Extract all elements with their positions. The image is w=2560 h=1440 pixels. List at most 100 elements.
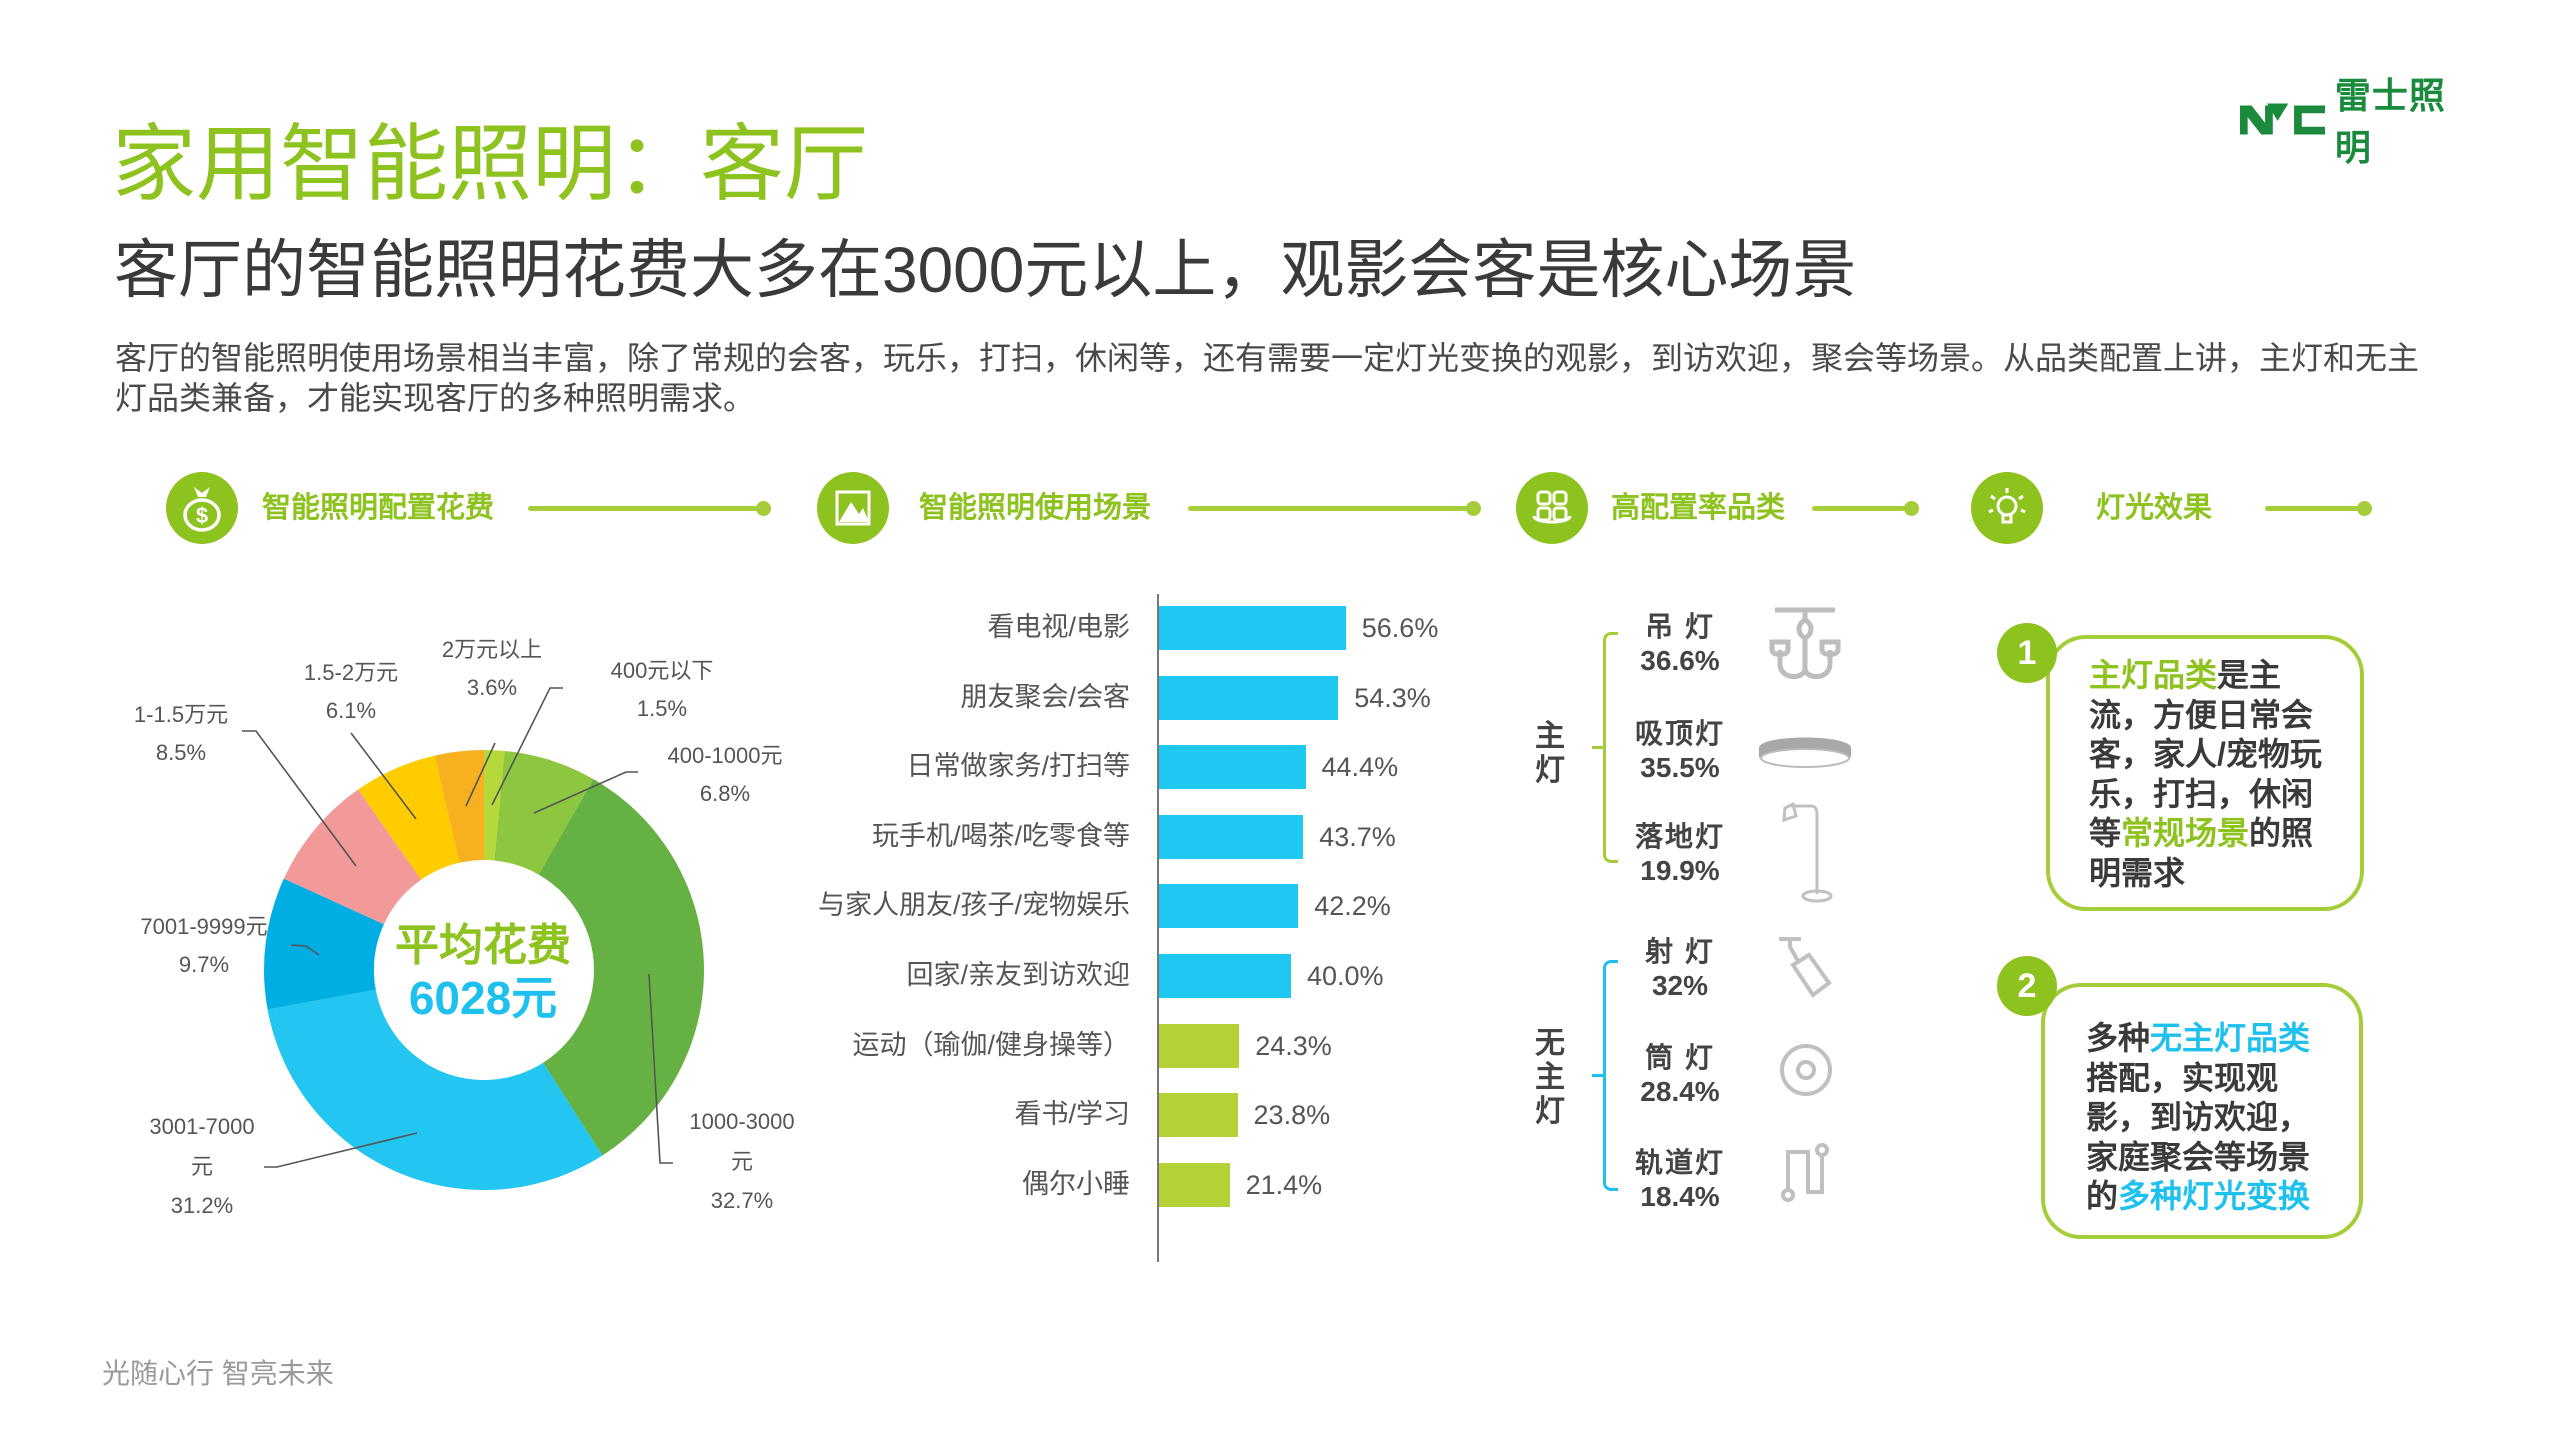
donut-slice xyxy=(283,789,422,925)
effect-text: 搭配，实现观影，到访欢迎，家庭聚会等场景的 xyxy=(2086,1059,2311,1215)
effect-number-badge: 1 xyxy=(1997,623,2057,683)
section-divider-dot xyxy=(1466,501,1481,516)
effect-text-1: 主灯品类是主流，方便日常会客，家人/宠物玩乐，打扫，休闲等常规场景的照明需求 xyxy=(2089,656,2337,893)
category-name: 射 灯 xyxy=(1645,936,1715,967)
logo-text: 雷士照明 xyxy=(2334,75,2446,168)
leader-line xyxy=(242,730,357,867)
highlight-text: 主灯品类 xyxy=(2089,657,2218,693)
bar-category-label: 看电视/电影 xyxy=(987,612,1130,642)
spotlight-icon xyxy=(1779,937,1832,998)
bar-value-label: 21.4% xyxy=(1245,1169,1323,1200)
average-spend-value: 6028元 xyxy=(408,972,558,1024)
slice-label: 2万元以上 xyxy=(441,637,543,662)
bar xyxy=(1159,884,1299,929)
category-name: 吸顶灯 xyxy=(1634,718,1725,749)
footer-slogan: 光随心行 智亮未来 xyxy=(102,1358,334,1389)
section-label-spending: 智能照明配置花费 xyxy=(262,492,495,524)
category-percent: 35.5% xyxy=(1640,752,1720,783)
effect-card-1 xyxy=(2046,635,2364,911)
leader-line xyxy=(350,732,417,820)
effect-card-2 xyxy=(2041,983,2363,1239)
bar-value-label: 23.8% xyxy=(1253,1100,1331,1131)
bar-value-label: 24.3% xyxy=(1255,1030,1332,1061)
slice-label: 1.5-2万元 xyxy=(303,660,399,685)
slice-value: 9.7% xyxy=(178,952,230,977)
slice-label: 1-1.5万元 xyxy=(133,702,229,727)
slice-value: 1.5% xyxy=(636,696,688,721)
group-label-no-main-light: 无主灯 xyxy=(1535,1027,1565,1128)
effect-text: 的照明需求 xyxy=(2089,815,2314,891)
bar-category-label: 玩手机/喝茶/吃零食等 xyxy=(871,820,1130,851)
scene-icon xyxy=(817,472,889,544)
ceiling-light-icon xyxy=(1759,737,1851,768)
category-percent: 32% xyxy=(1651,970,1709,1001)
bar-category-label: 日常做家务/打扫等 xyxy=(906,751,1130,782)
bar-value-label: 43.7% xyxy=(1319,821,1396,852)
bracket-tick xyxy=(1592,746,1604,749)
donut-slice xyxy=(484,749,505,861)
average-spend-label: 平均花费 xyxy=(395,921,571,970)
bracket-no-main-light xyxy=(1603,960,1618,1191)
donut-slice xyxy=(267,989,603,1190)
section-divider xyxy=(2265,506,2365,511)
section-label-effects: 灯光效果 xyxy=(2096,492,2213,524)
track-light-icon xyxy=(1781,1143,1829,1202)
slice-value: 6.1% xyxy=(325,698,377,723)
leader-line xyxy=(264,1132,418,1168)
brand-logo: 雷士照明 xyxy=(2238,75,2478,168)
effect-number-badge: 2 xyxy=(1997,956,2057,1016)
bar-value-label: 54.3% xyxy=(1354,682,1431,713)
money-bag-icon: $ xyxy=(166,472,238,544)
category-name: 吊 灯 xyxy=(1645,611,1715,642)
slice-label: 400-1000元 xyxy=(667,743,783,768)
bar xyxy=(1159,1162,1230,1207)
group-label-main-light: 主灯 xyxy=(1535,720,1565,787)
floor-lamp-icon xyxy=(1782,801,1833,903)
bar xyxy=(1159,606,1346,650)
downlight-icon xyxy=(1780,1044,1832,1096)
spending-donut-chart xyxy=(242,687,704,1190)
bar-category-label: 朋友聚会/会客 xyxy=(960,681,1130,712)
bar-category-label: 看书/学习 xyxy=(1014,1099,1130,1130)
section-label-scenes: 智能照明使用场景 xyxy=(919,492,1152,524)
donut-center-label: 平均花费 6028元 xyxy=(383,920,583,1024)
leader-lines xyxy=(242,687,673,1168)
leader-line xyxy=(465,742,496,807)
page-title: 家用智能照明：客厅 xyxy=(112,117,869,211)
slice-label: 1000-3000元 xyxy=(689,1109,795,1174)
bar xyxy=(1159,814,1304,859)
grid-icon xyxy=(1516,472,1588,544)
section-divider-dot xyxy=(756,501,771,516)
bar-chart-axis xyxy=(1157,594,1159,1262)
donut-slice xyxy=(494,750,594,875)
category-item: 吸顶灯 35.5% xyxy=(1632,720,1728,782)
bar xyxy=(1159,745,1306,790)
donut-slice xyxy=(434,750,484,863)
bar-category-label: 运动（瑜伽/健身操等） xyxy=(852,1029,1130,1060)
bar-category-label: 回家/亲友到访欢迎 xyxy=(906,960,1130,990)
bar-category-label: 与家人朋友/孩子/宠物娱乐 xyxy=(817,890,1130,921)
section-divider-dot xyxy=(1904,501,1919,516)
bracket-main-light xyxy=(1603,632,1618,863)
slice-label: 3001-7000元 xyxy=(149,1114,255,1179)
category-percent: 18.4% xyxy=(1640,1181,1720,1212)
donut-slice xyxy=(264,878,384,1010)
category-name: 落地灯 xyxy=(1634,821,1725,852)
slice-label: 7001-9999元 xyxy=(140,914,268,939)
category-item: 筒 灯 28.4% xyxy=(1632,1044,1728,1106)
donut-slice xyxy=(538,779,704,1156)
light-bulb-icon xyxy=(1971,472,2043,544)
intro-paragraph: 客厅的智能照明使用场景相当丰富，除了常规的会客，玩乐，打扫，休闲等，还有需要一定… xyxy=(115,340,2420,416)
highlight-text: 无主灯品类 xyxy=(2150,1020,2311,1056)
bar xyxy=(1159,1093,1238,1138)
category-percent: 19.9% xyxy=(1640,855,1720,886)
leader-line xyxy=(533,771,638,814)
category-item: 轨道灯 18.4% xyxy=(1632,1149,1728,1211)
bar-value-label: 56.6% xyxy=(1361,613,1439,643)
highlight-text: 常规场景 xyxy=(2121,815,2250,851)
bracket-tick xyxy=(1592,1074,1604,1077)
slice-value: 8.5% xyxy=(155,740,207,765)
category-name: 轨道灯 xyxy=(1634,1147,1725,1178)
leader-line xyxy=(648,973,673,1164)
effect-text-2: 多种无主灯品类搭配，实现观影，到访欢迎，家庭聚会等场景的多种灯光变换 xyxy=(2086,1019,2322,1217)
